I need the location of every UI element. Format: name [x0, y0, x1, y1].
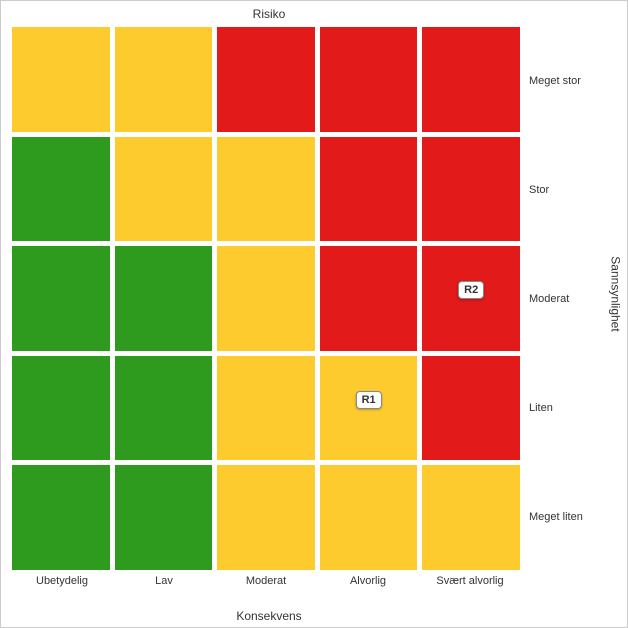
y-axis-labels: Meget storStorModeratLitenMeget liten: [523, 26, 593, 571]
y-axis-title: Sannsynlighet: [609, 1, 623, 587]
heatmap-cell: [319, 464, 419, 571]
heatmap-cell: [421, 464, 521, 571]
x-axis-title: Konsekvens: [1, 609, 537, 623]
risk-marker-r1[interactable]: R1: [356, 391, 382, 409]
chart-container: Risiko R1R2 UbetydeligLavModeratAlvorlig…: [0, 0, 628, 628]
heatmap-cell: [421, 136, 521, 243]
x-axis-tick-label: Moderat: [215, 573, 317, 587]
heatmap-cell: [216, 26, 316, 133]
x-axis-labels: UbetydeligLavModeratAlvorligSvært alvorl…: [11, 573, 521, 587]
y-axis-tick-label: Moderat: [523, 244, 593, 353]
heatmap-cell: [319, 26, 419, 133]
heatmap-cell: [319, 245, 419, 352]
y-axis-tick-label: Meget liten: [523, 462, 593, 571]
heatmap-cell: [216, 464, 316, 571]
heatmap-grid: [11, 26, 521, 571]
heatmap-cell: [216, 136, 316, 243]
heatmap-cell: [216, 245, 316, 352]
x-axis-tick-label: Alvorlig: [317, 573, 419, 587]
y-axis-tick-label: Meget stor: [523, 26, 593, 135]
heatmap-cell: [11, 136, 111, 243]
heatmap-cell: [216, 355, 316, 462]
y-axis-tick-label: Stor: [523, 135, 593, 244]
heatmap-cell: [114, 26, 214, 133]
x-axis-tick-label: Ubetydelig: [11, 573, 113, 587]
heatmap-cell: [11, 464, 111, 571]
x-axis-tick-label: Lav: [113, 573, 215, 587]
heatmap-cell: [11, 355, 111, 462]
heatmap-cell: [421, 355, 521, 462]
heatmap-cell: [11, 245, 111, 352]
heatmap-cell: [421, 26, 521, 133]
chart-title: Risiko: [1, 7, 537, 21]
heatmap-cell: [114, 464, 214, 571]
heatmap-cell: [114, 245, 214, 352]
risk-marker-r2[interactable]: R2: [458, 281, 484, 299]
heatmap-cell: [114, 136, 214, 243]
heatmap-cell: [319, 136, 419, 243]
y-axis-tick-label: Liten: [523, 353, 593, 462]
heatmap-plot: R1 R2: [11, 26, 521, 571]
heatmap-cell: [114, 355, 214, 462]
x-axis-tick-label: Svært alvorlig: [419, 573, 521, 587]
heatmap-cell: [11, 26, 111, 133]
